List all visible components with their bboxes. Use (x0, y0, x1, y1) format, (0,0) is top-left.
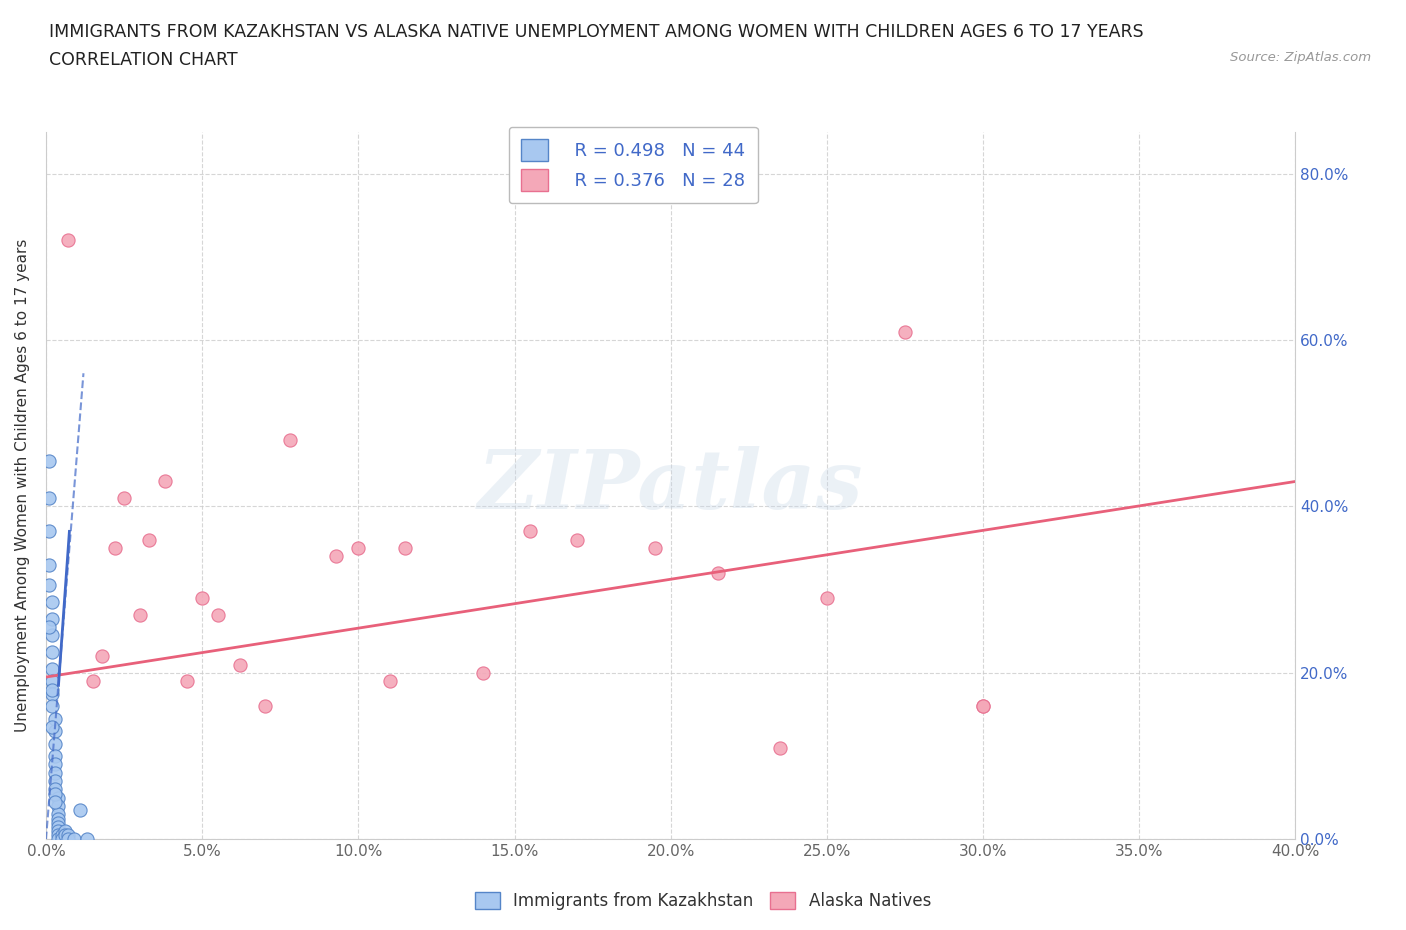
Point (378, 673, 401, 688)
Point (76, 832, 98, 847)
Point (112, 491, 135, 506)
Point (44, 757, 66, 772)
Point (278, 432, 301, 447)
Y-axis label: Unemployment Among Women with Children Ages 6 to 17 years: Unemployment Among Women with Children A… (15, 239, 30, 732)
Point (44, 782, 66, 797)
Point (38, 524, 60, 538)
Point (44, 749, 66, 764)
Point (63, 832, 86, 847)
Point (44, 765, 66, 780)
Point (176, 673, 198, 688)
Legend:   R = 0.498   N = 44,   R = 0.376   N = 28: R = 0.498 N = 44, R = 0.376 N = 28 (509, 126, 758, 204)
Point (53, 828, 76, 843)
Point (91, 649, 114, 664)
Point (41, 686, 63, 701)
Point (48, 824, 70, 839)
Point (706, 565, 728, 580)
Point (51, 832, 73, 847)
Point (38, 578, 60, 593)
Point (519, 524, 541, 538)
Point (815, 591, 838, 605)
Point (44, 737, 66, 751)
Point (41, 682, 63, 697)
Point (894, 325, 917, 339)
Point (44, 774, 66, 789)
Point (38, 619, 60, 634)
Point (38, 453, 60, 468)
Point (41, 720, 63, 735)
Point (228, 658, 250, 672)
Point (41, 661, 63, 676)
Point (41, 628, 63, 643)
Point (41, 644, 63, 659)
Point (38, 491, 60, 506)
Point (56, 232, 79, 247)
Text: IMMIGRANTS FROM KAZAKHSTAN VS ALASKA NATIVE UNEMPLOYMENT AMONG WOMEN WITH CHILDR: IMMIGRANTS FROM KAZAKHSTAN VS ALASKA NAT… (49, 23, 1144, 41)
Point (48, 790, 70, 805)
Point (207, 607, 229, 622)
Point (41, 611, 63, 626)
Point (82, 673, 104, 688)
Point (51, 828, 73, 843)
Point (325, 549, 347, 564)
Point (56, 828, 79, 843)
Point (253, 698, 276, 713)
Text: ZIPatlas: ZIPatlas (478, 445, 863, 525)
Point (972, 698, 994, 713)
Point (41, 673, 63, 688)
Point (44, 724, 66, 738)
Point (347, 540, 370, 555)
Legend: Immigrants from Kazakhstan, Alaska Natives: Immigrants from Kazakhstan, Alaska Nativ… (468, 885, 938, 917)
Point (48, 807, 70, 822)
Point (191, 591, 214, 605)
Point (153, 474, 176, 489)
Point (44, 711, 66, 726)
Text: Source: ZipAtlas.com: Source: ZipAtlas.com (1230, 51, 1371, 64)
Point (128, 607, 150, 622)
Text: CORRELATION CHART: CORRELATION CHART (49, 51, 238, 69)
Point (48, 816, 70, 830)
Point (48, 819, 70, 834)
Point (972, 698, 994, 713)
Point (104, 540, 127, 555)
Point (472, 666, 495, 681)
Point (48, 832, 70, 847)
Point (48, 811, 70, 826)
Point (138, 532, 160, 547)
Point (394, 540, 416, 555)
Point (41, 698, 63, 713)
Point (44, 786, 66, 801)
Point (48, 799, 70, 814)
Point (769, 740, 792, 755)
Point (644, 540, 666, 555)
Point (56, 832, 79, 847)
Point (44, 794, 66, 809)
Point (48, 828, 70, 843)
Point (38, 557, 60, 572)
Point (53, 824, 76, 839)
Point (41, 594, 63, 609)
Point (565, 532, 588, 547)
Point (69, 803, 91, 817)
